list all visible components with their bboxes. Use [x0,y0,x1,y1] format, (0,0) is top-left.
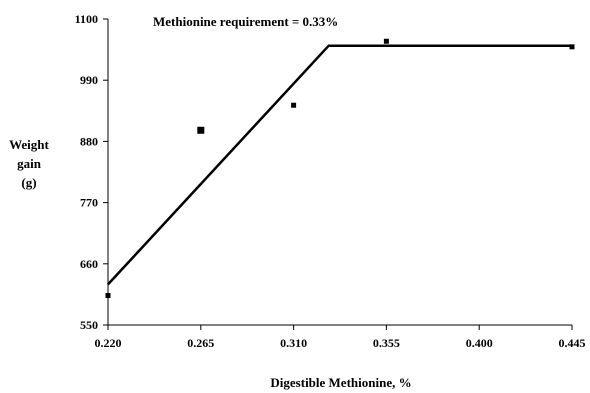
x-tick-label: 0.310 [280,336,307,350]
requirement-annotation: Methionine requirement = 0.33% [153,14,338,29]
x-tick-label: 0.400 [466,336,493,350]
x-tick-label: 0.355 [373,336,400,350]
broken-line-fit [107,44,572,286]
y-tick-label: 990 [80,73,98,87]
y-tick-label: 1100 [75,12,98,26]
y-tick-label: 660 [80,257,98,271]
marks [105,38,575,299]
x-tick-label: 0.220 [95,336,122,350]
y-tick-label: 770 [80,196,98,210]
data-point [569,44,575,50]
y-axis-label-line-3: (g) [21,175,36,190]
y-axis-label-line-2: gain [17,156,42,171]
x-tick-label: 0.265 [187,336,214,350]
ticks: 550 660 770 880 990 1100 0.220 0.265 0.310 0.355 0… [75,12,586,350]
data-point [105,293,111,299]
y-tick-label: 550 [80,318,98,332]
x-tick-label: 0.445 [559,336,586,350]
data-point [291,102,297,108]
y-tick-label: 880 [80,134,98,148]
data-point [383,38,389,44]
x-axis-label: Digestible Methionine, % [270,375,411,390]
data-point [197,126,205,134]
y-axis-label-line-1: Weight [9,137,49,152]
axes [107,19,572,326]
